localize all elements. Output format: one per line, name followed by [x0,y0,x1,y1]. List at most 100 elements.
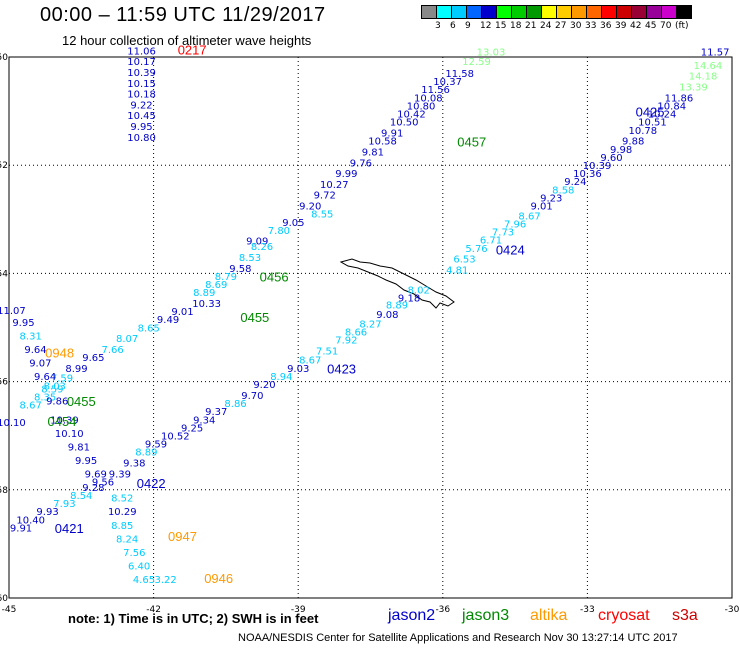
pass-time-label: 0455 [67,394,96,409]
swh-value: 7.66 [101,345,123,356]
colorbar-labels: 3 6 9 12 15 18 21 24 27 30 33 36 39 42 45 70 (ft) [421,21,740,33]
swh-value: 7.93 [53,499,75,510]
swh-value: 8.67 [20,401,42,412]
swh-value: 11.56 [421,85,450,96]
swh-value: 9.86 [46,396,68,407]
swh-value: 10.42 [397,110,426,121]
swh-value: 6.71 [480,236,502,247]
swh-value: 9.39 [109,469,131,480]
pass-time-label: 0421 [55,521,84,536]
swh-value: 10.39 [127,68,156,79]
footer-credit: NOAA/NESDIS Center for Satellite Applica… [238,632,678,644]
swh-value: 8.67 [518,211,540,222]
swh-value: 11.07 [0,306,26,317]
colorbar [421,5,692,19]
swh-value: 8.52 [111,494,133,505]
swh-value: 9.95 [130,122,152,133]
swh-value: 10.36 [573,169,602,180]
x-tick-label: -42 [146,605,161,615]
swh-value: 8.31 [20,331,42,342]
swh-value: 8.59 [41,384,63,395]
swh-value: 9.72 [314,191,336,202]
swh-value: 10.27 [320,180,349,191]
swh-value: 9.01 [171,307,193,318]
x-tick-label: -33 [580,605,595,615]
swh-value: 8.67 [299,356,321,367]
x-tick-label: -30 [725,605,740,615]
colorbar-label: 18 [510,21,522,31]
swh-value: 9.56 [92,477,114,488]
swh-value: 9.05 [282,218,304,229]
swh-value: 6.53 [453,255,475,266]
pass-time-label: 0217 [178,42,207,57]
swh-value: 10.08 [414,93,443,104]
swh-value: 9.70 [241,391,263,402]
swh-value: 10.52 [161,431,190,442]
swh-value: 10.17 [127,57,156,68]
swh-value: 10.58 [368,137,397,148]
swh-value: 8.07 [116,334,138,345]
swh-value: 9.03 [287,364,309,375]
swh-value: 7.96 [504,219,526,230]
colorbar-label: 9 [465,21,471,31]
y-tick-label: -58 [0,486,8,496]
swh-value: 11.58 [445,69,474,80]
swh-value: 10.80 [407,101,436,112]
swh-value: 8.02 [408,285,430,296]
colorbar-label: 33 [585,21,597,31]
colorbar-label: (ft) [675,21,689,31]
swh-value: 10.39 [50,415,79,426]
swh-value: 8.65 [138,323,160,334]
swh-value: 9.34 [193,415,215,426]
pass-time-label: 0457 [457,134,486,149]
south-georgia-coastline [339,258,455,309]
swh-value: 8.89 [193,288,215,299]
swh-value: 13.03 [477,47,506,58]
swh-value: 6.40 [128,561,150,572]
swh-value: 9.49 [157,315,179,326]
x-tick-label: -36 [435,605,450,615]
swh-value: 11.86 [665,93,694,104]
colorbar-label: 30 [570,21,582,31]
swh-value: 11.06 [127,46,156,57]
colorbar-label: 3 [435,21,441,31]
swh-value: 7.80 [268,226,290,237]
swh-value: 8.58 [552,185,574,196]
colorbar-label: 36 [600,21,612,31]
swh-value: 8.89 [386,301,408,312]
swh-value: 9.28 [82,483,104,494]
satellite-legend-item: cryosat [598,607,650,624]
swh-value: 9.91 [381,129,403,140]
swh-value: 14.18 [689,72,718,83]
swh-value: 10.15 [127,79,156,90]
swh-value: 9.95 [75,456,97,467]
swh-value: 9.76 [350,158,372,169]
swh-value: 8.26 [251,242,273,253]
colorbar-label: 15 [495,21,507,31]
swh-value: 10.10 [55,429,84,440]
pass-time-label: 0422 [137,476,166,491]
pass-time-label: 0454 [48,414,77,429]
swh-value: 5.76 [465,244,487,255]
colorbar-label: 6 [450,21,456,31]
swh-value: 10.18 [127,90,156,101]
swh-value: 9.25 [181,423,203,434]
chart-subtitle: 12 hour collection of altimeter wave hei… [62,33,312,48]
swh-value: 8.35 [34,393,56,404]
colorbar-cell [676,5,692,19]
swh-value: 8.94 [270,372,292,383]
swh-value: 7.59 [51,374,73,385]
swh-value: 7.73 [492,228,514,239]
satellite-legend-item: s3a [672,607,698,624]
satellite-legend-item: jason2 [388,607,436,624]
swh-value: 9.60 [600,153,622,164]
swh-value: 9.95 [12,318,34,329]
swh-value: 8.55 [311,210,333,221]
note-text: note: 1) Time is in UTC; 2) SWH is in fe… [68,611,319,626]
swh-value: 9.18 [398,294,420,305]
swh-value: 10.10 [0,418,26,429]
pass-time-label: 0423 [327,361,356,376]
pass-time-label: 0456 [260,270,289,285]
pass-time-label: 0947 [168,529,197,544]
